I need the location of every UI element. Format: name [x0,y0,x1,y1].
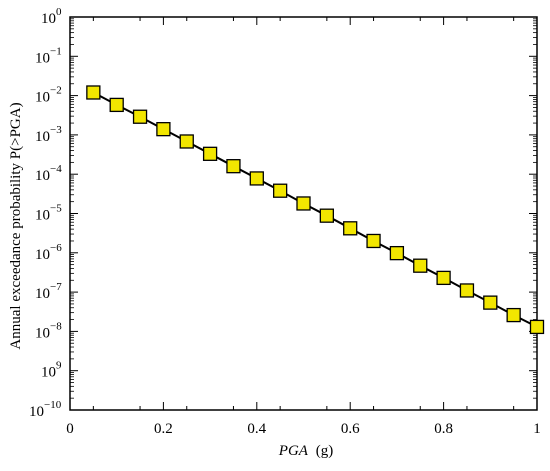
data-point-marker [459,283,475,298]
y-tick-label: 10−3 [35,124,62,145]
data-series [86,85,545,335]
data-point-marker [413,258,428,273]
y-tick-label: 10−6 [35,242,62,263]
x-axis-title-text: PGA [278,443,309,459]
data-point-marker [249,171,264,186]
data-point-marker [436,270,451,286]
y-axis-title: Annual exceedance probability P(>PGA) [8,102,24,349]
y-tick-label: 10−7 [35,281,62,302]
data-point-marker [109,97,124,113]
data-point-marker [483,295,498,310]
y-tick-label: 10−1 [35,45,62,66]
data-point-marker [389,245,405,261]
data-point-marker [319,208,335,223]
x-tick-label: 0.4 [247,421,266,437]
axis-tick-labels: 0 0.2 0.4 0.6 0.8 1 100 10−1 10−2 10−3 10−4 10−5 10−… [29,6,541,437]
data-point-marker [132,109,148,124]
data-point-marker [343,221,358,236]
data-point-marker [226,159,241,174]
x-tick-label: 0.8 [434,421,453,437]
plot-area [69,16,538,411]
axis-ticks [69,16,538,411]
data-point-marker [506,307,521,323]
y-tick-label: 109 [41,360,62,381]
data-point-marker [156,122,171,137]
x-tick-label: 0 [66,421,74,437]
data-point-marker [296,196,311,211]
y-tick-label: 10−8 [35,320,62,341]
y-tick-label: 10−10 [29,399,62,420]
x-tick-label: 0.2 [154,421,173,437]
data-point-marker [86,85,101,100]
y-tick-label: 10−2 [35,85,62,106]
x-tick-label: 1 [533,421,541,437]
data-point-marker [179,134,194,149]
y-tick-label: 10−4 [35,163,62,184]
data-point-marker [272,183,288,198]
data-point-marker [366,233,381,249]
x-tick-label: 0.6 [341,421,360,437]
data-point-marker [529,319,545,335]
data-point-marker [202,146,218,161]
y-tick-label: 100 [41,6,62,27]
plot-frame [69,16,538,411]
x-axis-title-unit: (g) [316,443,334,459]
y-tick-label: 10−5 [35,203,62,224]
x-axis-title: PGA (g) [278,443,333,459]
